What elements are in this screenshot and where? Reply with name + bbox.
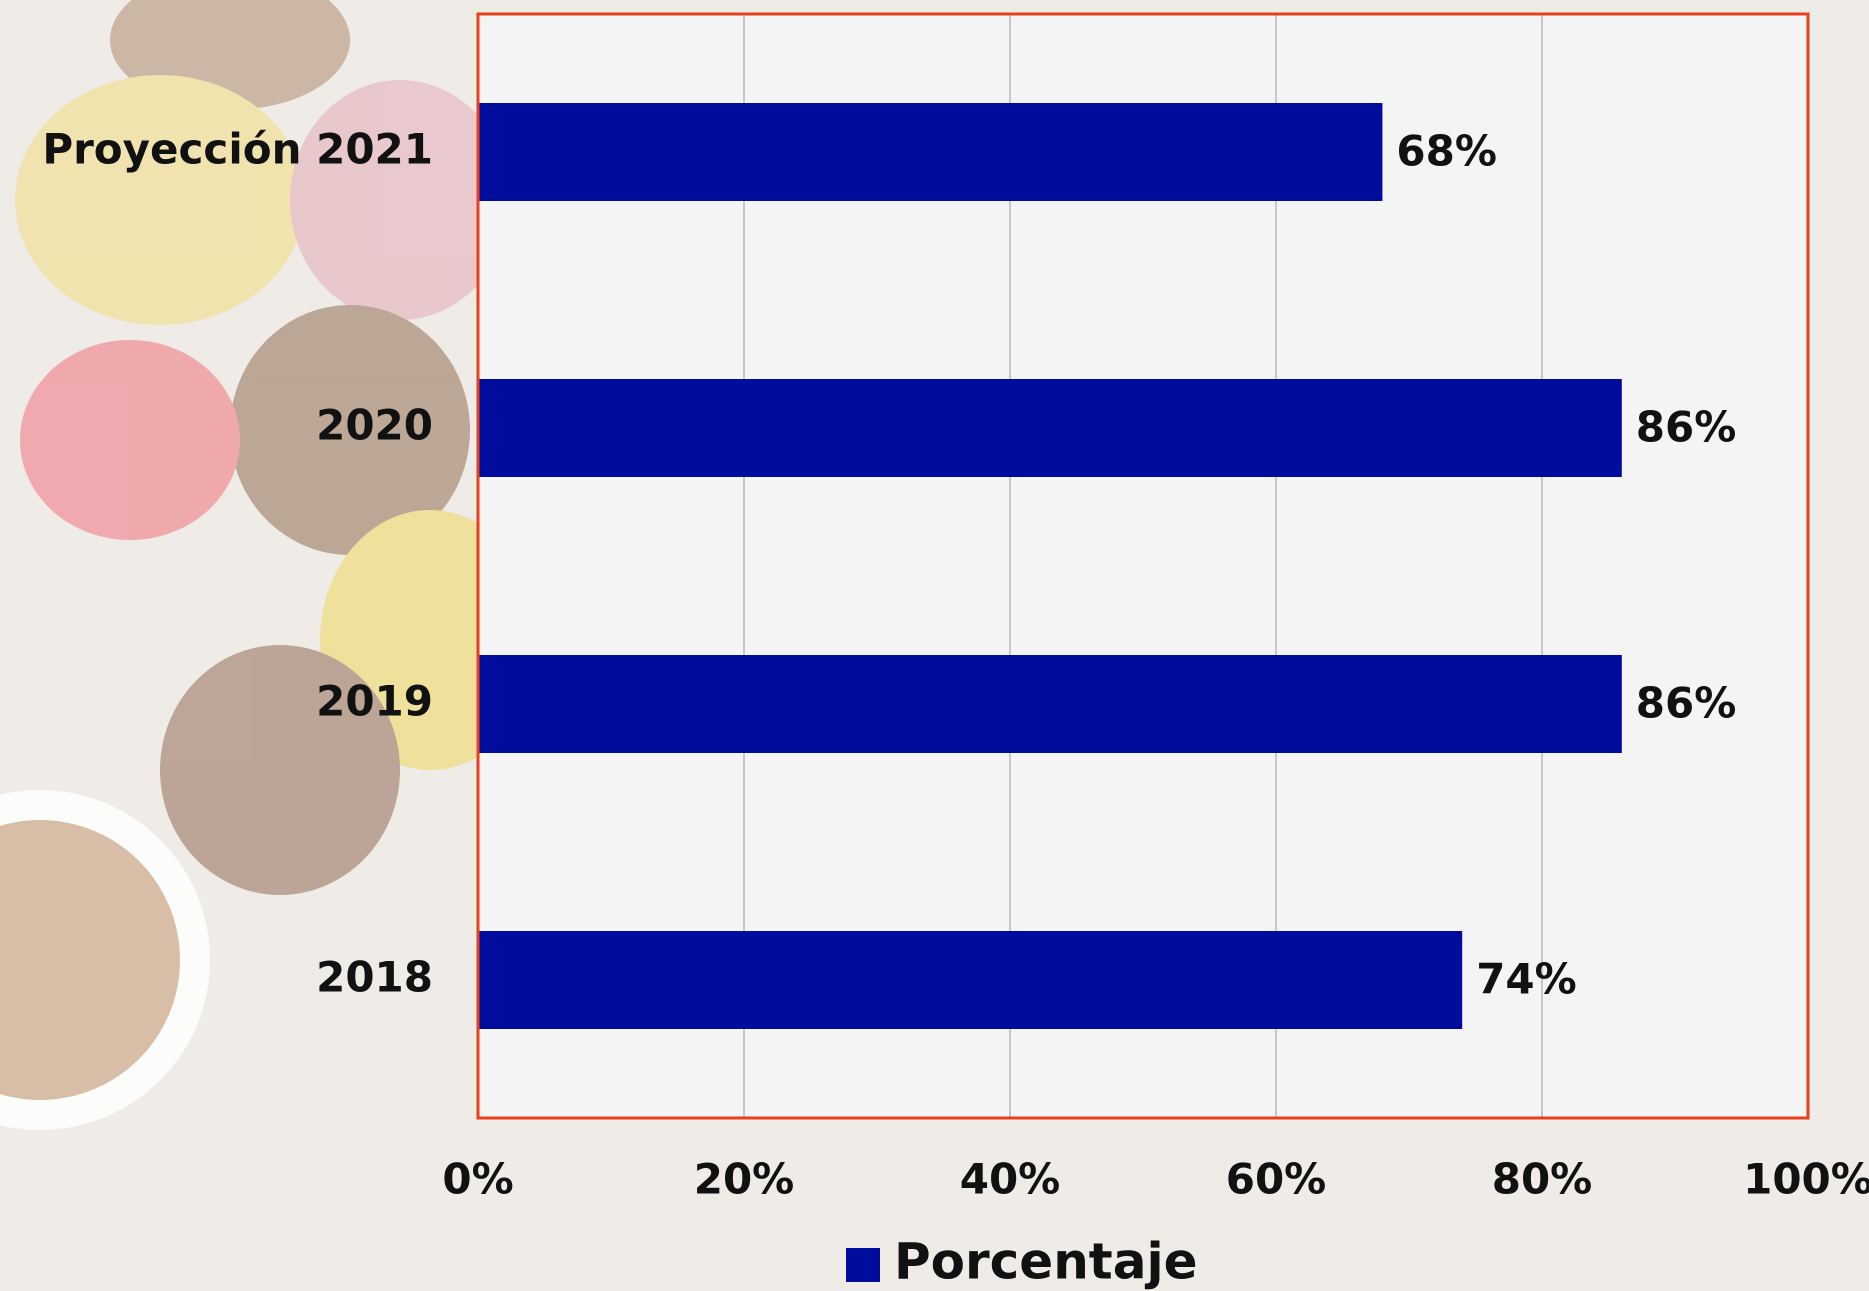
plot-border — [476, 12, 1810, 1120]
legend-label: Porcentaje — [894, 1233, 1198, 1291]
data-label: 74% — [1476, 955, 1577, 1004]
y-tick-label: 2019 — [316, 677, 433, 726]
bar — [478, 379, 1622, 477]
bar — [478, 931, 1463, 1029]
x-tick-label: 40% — [960, 1155, 1061, 1204]
y-tick-label: 2018 — [316, 953, 433, 1002]
x-tick-label: 0% — [442, 1155, 513, 1204]
bar — [478, 655, 1622, 753]
x-tick-label: 80% — [1492, 1155, 1593, 1204]
y-tick-label: 2020 — [316, 401, 433, 450]
data-label: 86% — [1636, 679, 1737, 728]
data-label: 68% — [1396, 127, 1497, 176]
data-label: 86% — [1636, 403, 1737, 452]
legend-swatch — [846, 1248, 880, 1282]
x-tick-label: 60% — [1226, 1155, 1327, 1204]
y-tick-label: Proyección 2021 — [42, 125, 433, 174]
bar — [478, 103, 1383, 201]
x-tick-label: 20% — [694, 1155, 795, 1204]
x-tick-label: 100% — [1743, 1155, 1869, 1204]
